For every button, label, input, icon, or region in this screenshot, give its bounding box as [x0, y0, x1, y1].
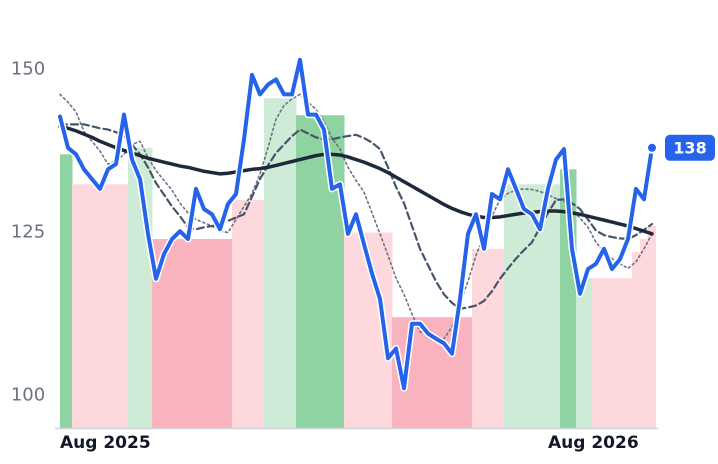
background-bars: [60, 98, 656, 429]
bar: [80, 184, 89, 428]
bar: [456, 317, 465, 428]
bar: [264, 98, 273, 428]
bar: [320, 115, 329, 429]
bar: [104, 184, 113, 428]
bar: [120, 184, 129, 428]
bar: [112, 184, 121, 428]
bar: [88, 184, 97, 428]
bar: [608, 278, 617, 428]
price-line: [58, 57, 654, 391]
bar: [632, 252, 641, 428]
bar: [360, 232, 369, 428]
x-tick-label: Aug 2025: [60, 433, 151, 453]
bar: [312, 115, 321, 429]
y-tick-label: 150: [11, 59, 45, 80]
bar: [60, 154, 65, 429]
bar: [160, 239, 169, 428]
y-tick-label: 100: [11, 384, 45, 405]
bar: [624, 278, 633, 428]
bar: [472, 248, 481, 428]
bar: [272, 98, 281, 428]
bar: [128, 147, 137, 428]
bar: [296, 115, 305, 429]
average-line: [58, 124, 654, 236]
bar: [600, 278, 609, 428]
bar: [200, 239, 209, 428]
bar: [648, 226, 656, 428]
bar: [552, 184, 561, 428]
bar: [240, 199, 249, 428]
bar: [424, 317, 433, 428]
bar: [336, 115, 345, 429]
bar: [432, 317, 441, 428]
bar: [168, 239, 177, 428]
bar: [144, 147, 153, 428]
labels: 100 125 150 Aug 2025 Aug 2026 138: [11, 59, 715, 453]
bar: [72, 184, 81, 428]
bar: [136, 147, 145, 428]
last-value-badge: [665, 134, 715, 161]
bar: [304, 115, 313, 429]
bar: [376, 232, 385, 428]
bar: [584, 278, 593, 428]
bar: [544, 184, 553, 428]
bar: [640, 239, 649, 428]
lines: [56, 56, 658, 392]
last-value-label: 138: [673, 138, 706, 157]
bar: [512, 184, 521, 428]
bar: [256, 199, 265, 428]
average-line: [58, 123, 654, 310]
bar: [488, 248, 497, 428]
bar: [616, 278, 625, 428]
bar: [224, 239, 233, 428]
bar: [368, 232, 377, 428]
bar: [232, 199, 241, 428]
bar: [176, 239, 185, 428]
average-line: [59, 93, 653, 340]
x-tick-label: Aug 2026: [548, 433, 639, 453]
bar: [408, 317, 417, 428]
bar: [592, 278, 601, 428]
bar: [384, 232, 393, 428]
bar: [352, 232, 361, 428]
bar: [96, 184, 105, 428]
bar: [280, 98, 289, 428]
bar: [392, 317, 401, 428]
bar: [216, 239, 225, 428]
last-point: [646, 141, 658, 154]
bar: [448, 317, 457, 428]
bar: [520, 184, 529, 428]
bar: [440, 317, 449, 428]
bar: [344, 232, 353, 428]
bar: [248, 199, 257, 428]
bar: [568, 169, 577, 428]
bar: [152, 239, 161, 428]
bar: [528, 184, 537, 428]
bar: [208, 239, 217, 428]
bar: [496, 248, 505, 428]
bar: [416, 317, 425, 428]
bar: [328, 115, 337, 429]
bar: [464, 317, 473, 428]
bar: [480, 248, 489, 428]
bar: [288, 98, 297, 428]
bar: [576, 278, 585, 428]
bar: [560, 169, 569, 428]
bar: [504, 184, 513, 428]
bar: [192, 239, 201, 428]
y-tick-label: 125: [11, 222, 45, 243]
bar: [184, 239, 193, 428]
bar: [64, 154, 73, 429]
bar: [536, 184, 545, 428]
